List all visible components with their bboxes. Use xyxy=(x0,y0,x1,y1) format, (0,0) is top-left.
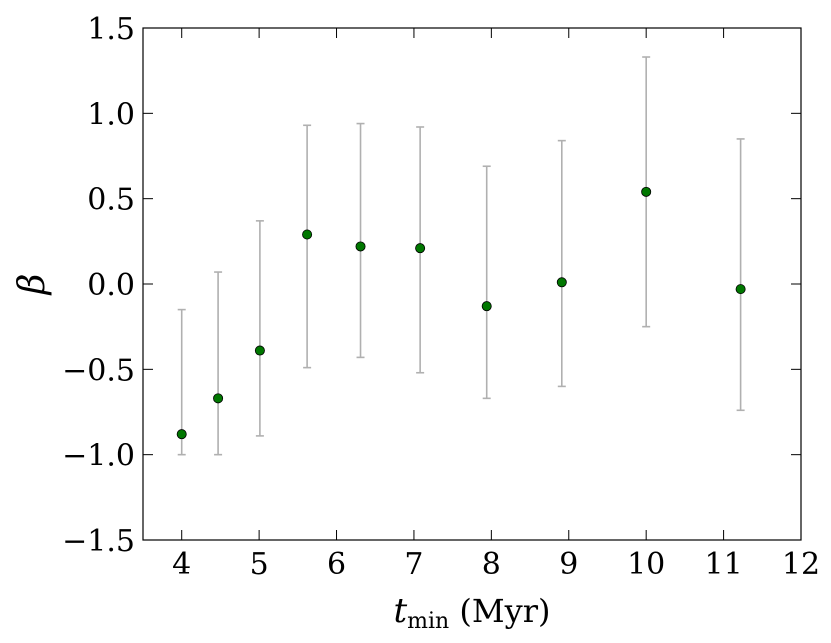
y-tick-label-1: −1.0 xyxy=(62,439,135,474)
x-tick-label-4: 8 xyxy=(482,547,501,582)
data-point-3 xyxy=(302,229,313,240)
x-axis-label-sub: min xyxy=(407,609,449,634)
data-point-6 xyxy=(481,301,492,312)
x-tick-label-7: 11 xyxy=(704,547,742,582)
x-tick-label-8: 12 xyxy=(782,547,820,582)
x-axis-label-main: t xyxy=(393,591,407,631)
errorbar-4 xyxy=(356,122,365,359)
data-point-8 xyxy=(641,186,652,197)
y-tick-label-3: 0.0 xyxy=(87,268,135,303)
errorbar-6 xyxy=(482,165,491,400)
errorbar-layer xyxy=(177,56,745,456)
data-point-5 xyxy=(415,243,426,254)
y-axis-label: β xyxy=(12,274,53,297)
errorbar-3 xyxy=(303,124,312,369)
y-tick-label-4: 0.5 xyxy=(87,183,135,218)
data-point-1 xyxy=(213,393,224,404)
y-tick-label-5: 1.0 xyxy=(87,97,135,132)
x-tick-label-2: 6 xyxy=(327,547,346,582)
errorbar-9 xyxy=(736,138,745,412)
data-point-2 xyxy=(254,345,265,356)
y-tick-label-0: −1.5 xyxy=(62,524,135,559)
x-axis-label: tmin (Myr) xyxy=(393,591,550,634)
data-point-7 xyxy=(556,277,567,288)
x-tick-label-3: 7 xyxy=(404,547,423,582)
plot-frame xyxy=(142,27,802,541)
data-point-4 xyxy=(355,241,366,252)
errorbar-1 xyxy=(214,271,223,456)
y-tick-label-2: −0.5 xyxy=(62,353,135,388)
y-tick-label-6: 1.5 xyxy=(87,12,135,47)
x-axis: 4 5 6 7 8 9 10 11 12 xyxy=(172,28,820,582)
x-tick-label-5: 9 xyxy=(559,547,578,582)
data-point-9 xyxy=(735,284,746,295)
errorbar-2 xyxy=(255,220,264,437)
x-tick-label-6: 10 xyxy=(627,547,665,582)
x-tick-label-0: 4 xyxy=(172,547,191,582)
y-axis: −1.5 −1.0 −0.5 0.0 0.5 1.0 1.5 xyxy=(62,12,801,559)
marker-layer xyxy=(176,186,746,440)
x-axis-label-unit: (Myr) xyxy=(449,592,550,630)
errorbar-7 xyxy=(557,139,566,388)
x-tick-label-1: 5 xyxy=(250,547,269,582)
data-point-0 xyxy=(176,429,187,440)
